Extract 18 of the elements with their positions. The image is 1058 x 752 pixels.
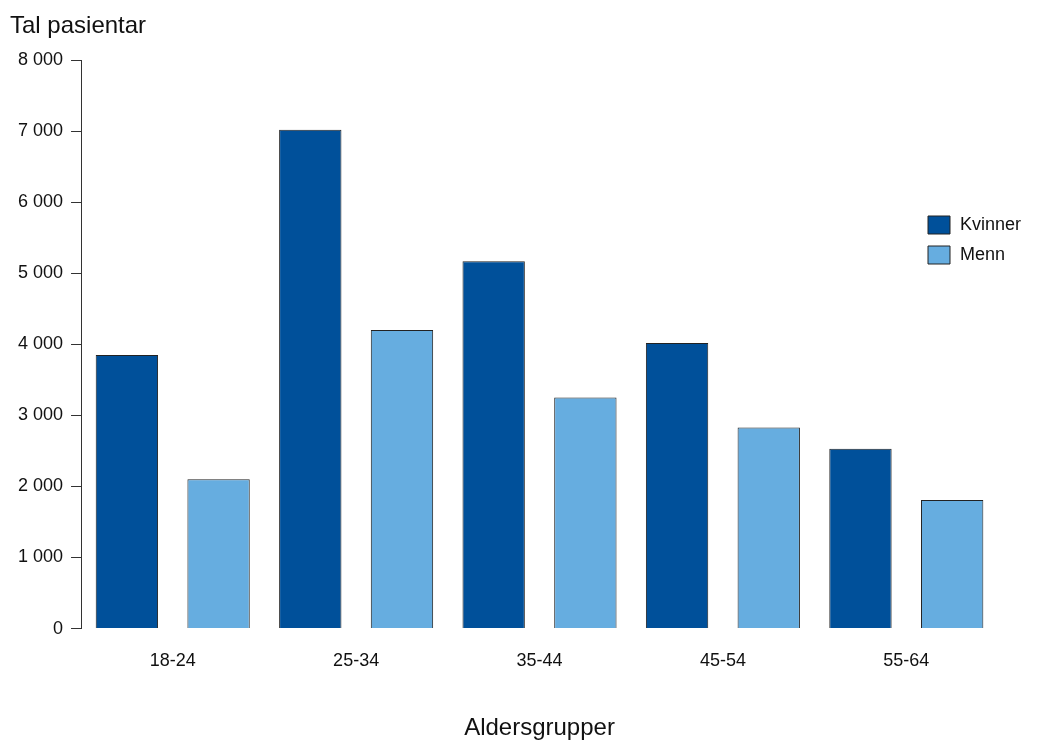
x-axis-title: Aldersgrupper: [464, 713, 615, 741]
x-tick-label: 25-34: [333, 650, 380, 671]
legend-label: Menn: [960, 243, 1006, 264]
y-tick-label: 1 000: [18, 546, 64, 567]
y-axis-title: Tal pasientar: [10, 10, 147, 38]
y-tick-label: 0: [53, 617, 64, 638]
x-tick-label: 35-44: [516, 650, 563, 671]
y-tick-label: 8 000: [18, 48, 64, 69]
y-tick-label: 3 000: [18, 404, 64, 425]
y-tick-label: 6 000: [18, 191, 64, 212]
y-tick-label: 4 000: [18, 333, 64, 354]
x-tick-label: 45-54: [699, 650, 746, 671]
x-tick-label: 18-24: [149, 650, 196, 671]
y-tick-label: 7 000: [18, 120, 64, 141]
y-tick-label: 5 000: [18, 262, 64, 283]
x-tick-label: 55-64: [883, 650, 930, 671]
legend-label: Kvinner: [960, 213, 1022, 234]
y-tick-label: 2 000: [18, 475, 64, 496]
